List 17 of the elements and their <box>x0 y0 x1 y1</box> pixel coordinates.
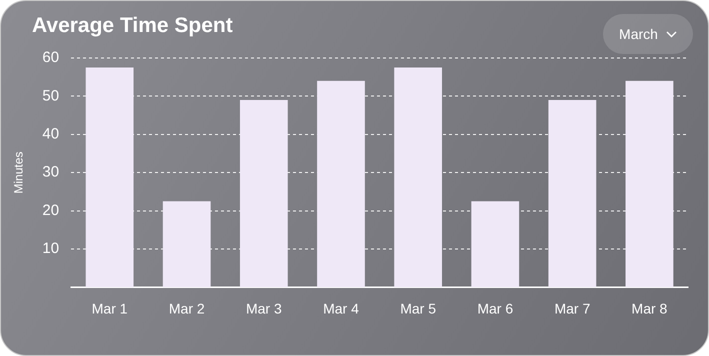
y-tick-label: 10 <box>42 240 60 258</box>
y-tick-label: 40 <box>42 126 60 143</box>
month-dropdown: March <box>603 14 693 54</box>
x-tick-label: Mar 3 <box>246 300 282 316</box>
x-tick-label: Mar 6 <box>477 300 514 316</box>
x-tick-label: Mar 2 <box>168 300 205 316</box>
x-tick-label: Mar 5 <box>400 300 436 316</box>
y-tick-label: 20 <box>42 202 60 219</box>
y-tick-label: 60 <box>42 49 60 66</box>
x-tick-label: Mar 8 <box>632 300 668 316</box>
chart-title: Average Time Spent <box>32 14 233 38</box>
y-tick-label: 50 <box>42 87 60 104</box>
y-axis-title: Minutes <box>12 152 26 194</box>
x-tick-label: Mar 7 <box>554 300 590 316</box>
y-tick-label: 30 <box>42 164 60 181</box>
x-tick-label: Mar 1 <box>92 300 128 316</box>
x-tick-label: Mar 4 <box>323 300 360 316</box>
